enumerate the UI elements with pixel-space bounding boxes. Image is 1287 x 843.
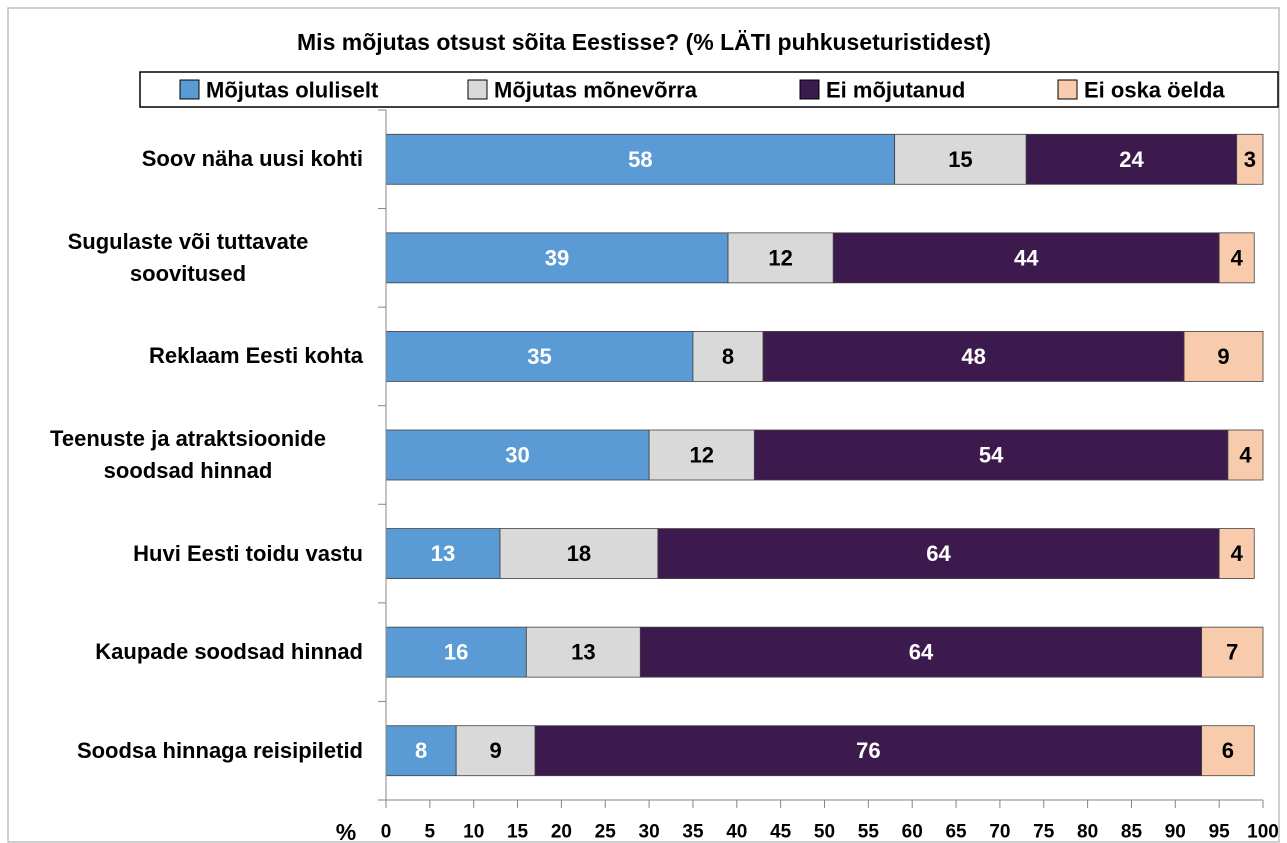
legend-swatch <box>1057 79 1078 100</box>
data-label: 39 <box>545 245 569 270</box>
y-tick-text: Soov näha uusi kohti <box>141 146 363 172</box>
bar-segment <box>1218 232 1255 284</box>
chart-title: Mis mõjutas otsust sõita Eestisse? (% LÄ… <box>297 29 991 55</box>
bar-segment <box>1025 133 1238 185</box>
data-label: 35 <box>527 344 551 369</box>
bar-segment <box>1183 331 1264 382</box>
x-axis-label: % <box>336 819 356 843</box>
x-tick-label: 75 <box>1033 822 1055 843</box>
x-tick-label: 5 <box>425 822 436 843</box>
x-tick-label: 60 <box>902 822 923 843</box>
x-tick-label: 85 <box>1121 822 1143 843</box>
bar-segment <box>762 331 1185 382</box>
x-tick-label: 65 <box>945 822 967 843</box>
x-tick-label: 25 <box>595 822 617 843</box>
y-tick-label: Soov näha uusi kohti <box>142 110 363 209</box>
bar-segment <box>525 626 641 678</box>
data-label: 58 <box>628 147 652 172</box>
data-label: 64 <box>909 640 934 665</box>
data-label: 48 <box>961 344 985 369</box>
bar-segment <box>1236 133 1264 185</box>
bar-segment <box>753 429 1229 481</box>
data-label: 15 <box>948 147 972 172</box>
bar-segment <box>692 331 764 382</box>
x-tick-label: 95 <box>1209 822 1231 843</box>
bar-segment <box>455 725 536 777</box>
legend-label: Mõjutas mõnevõrra <box>494 78 698 103</box>
bar-segment <box>1218 528 1255 579</box>
x-tick-label: 30 <box>639 822 660 843</box>
bar-segment <box>499 528 659 579</box>
data-label: 8 <box>415 738 427 763</box>
bar-segment <box>385 232 729 284</box>
data-label: 6 <box>1222 738 1234 763</box>
x-tick-label: 50 <box>814 822 835 843</box>
legend-label: Mõjutas oluliselt <box>206 78 379 103</box>
data-label: 4 <box>1239 443 1252 468</box>
y-tick-text: Sugulaste või tuttavate soovitused <box>67 228 309 286</box>
y-tick-label: Huvi Eesti toidu vastu <box>133 504 363 603</box>
x-tick-label: 40 <box>726 822 747 843</box>
data-label: 3 <box>1244 147 1256 172</box>
bar-segment <box>1227 429 1264 481</box>
x-tick-label: 80 <box>1077 822 1098 843</box>
data-label: 13 <box>571 640 595 665</box>
data-label: 4 <box>1231 541 1244 566</box>
bar-segment <box>1201 725 1255 777</box>
bar-segment <box>894 133 1027 185</box>
data-label: 4 <box>1231 245 1244 270</box>
data-label: 12 <box>689 443 713 468</box>
y-tick-text: Soodsa hinnaga reisipiletid <box>76 737 363 763</box>
bar-segment <box>1201 626 1264 678</box>
data-label: 30 <box>505 443 529 468</box>
y-tick-text: Huvi Eesti toidu vastu <box>133 540 363 566</box>
x-tick-label: 20 <box>551 822 572 843</box>
legend-swatch <box>179 79 200 100</box>
y-tick-text: Kaupade soodsad hinnad <box>95 639 363 665</box>
legend-label: Ei oska öelda <box>1084 78 1225 103</box>
x-tick-label: 15 <box>507 822 529 843</box>
legend-swatch <box>799 79 820 100</box>
data-label: 54 <box>979 443 1004 468</box>
legend-label: Ei mõjutanud <box>826 78 965 103</box>
bar-segment <box>657 528 1220 579</box>
x-tick-label: 0 <box>381 822 392 843</box>
bar-segment <box>639 626 1203 678</box>
data-label: 12 <box>768 245 792 270</box>
data-label: 16 <box>444 640 468 665</box>
data-label: 18 <box>567 541 591 566</box>
data-label: 9 <box>490 738 502 763</box>
legend-box <box>139 71 1279 108</box>
y-tick-text: Reklaam Eesti kohta <box>149 343 363 369</box>
data-label: 13 <box>431 541 455 566</box>
x-tick-label: 10 <box>463 822 484 843</box>
x-tick-label: 90 <box>1165 822 1186 843</box>
bar-segment <box>534 725 1203 777</box>
data-label: 9 <box>1217 344 1229 369</box>
x-tick-label: 70 <box>989 822 1010 843</box>
y-tick-text: Teenuste ja atraktsioonide soodsad hinna… <box>50 426 326 483</box>
legend-swatch <box>467 79 488 100</box>
bar-segment <box>832 232 1220 284</box>
x-tick-label: 100 <box>1247 822 1279 843</box>
y-tick-label: Kaupade soodsad hinnad <box>95 603 363 702</box>
x-tick-label: 45 <box>770 822 792 843</box>
data-label: 24 <box>1119 147 1144 172</box>
y-tick-label: Reklaam Eesti kohta <box>149 307 363 406</box>
x-tick-label: 55 <box>858 822 880 843</box>
y-tick-label: Sugulaste või tuttavate soovitused <box>13 209 363 308</box>
y-tick-label: Soodsa hinnaga reisipiletid <box>77 701 363 800</box>
data-label: 64 <box>926 541 951 566</box>
y-tick-label: Teenuste ja atraktsioonide soodsad hinna… <box>13 406 363 505</box>
data-label: 44 <box>1014 245 1039 270</box>
data-label: 8 <box>722 344 734 369</box>
data-label: 76 <box>856 738 880 763</box>
x-tick-label: 35 <box>682 822 704 843</box>
bar-segment <box>385 429 650 481</box>
data-label: 7 <box>1226 640 1238 665</box>
